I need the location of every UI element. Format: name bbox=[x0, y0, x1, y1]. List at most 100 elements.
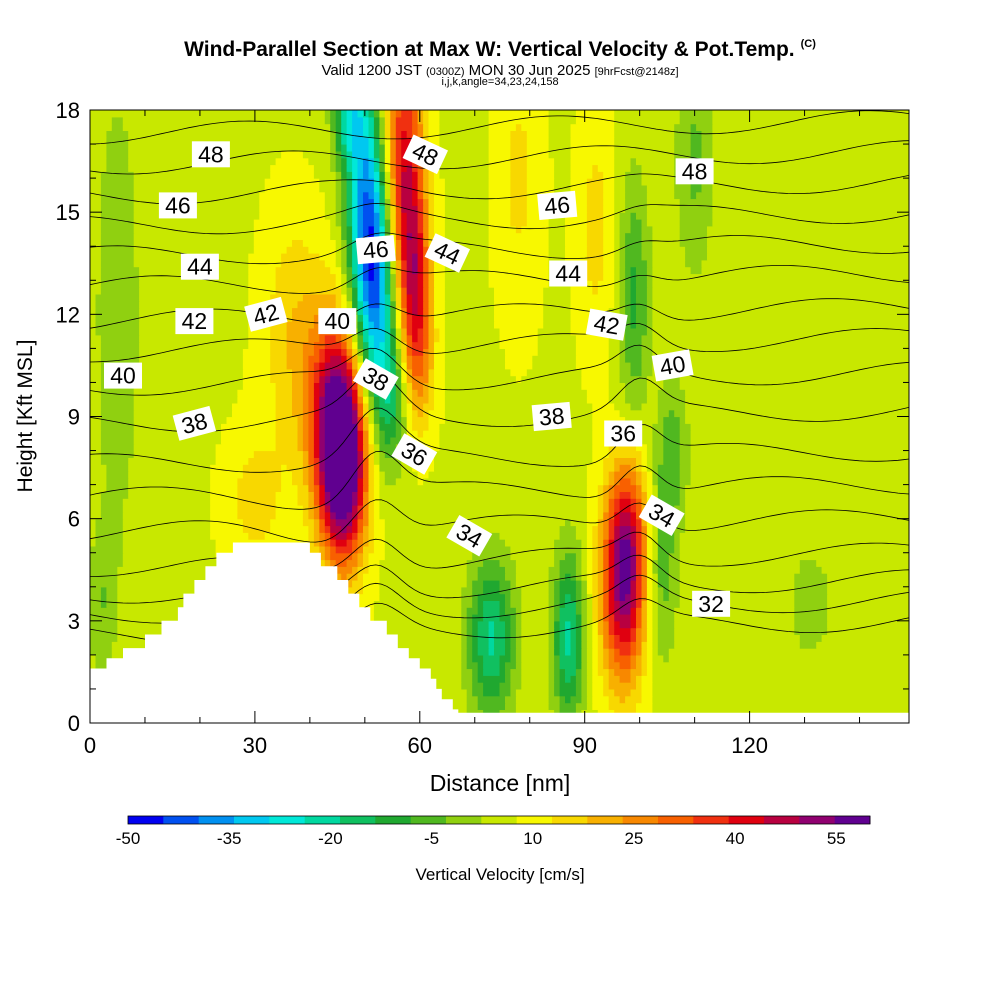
velocity-cell bbox=[614, 171, 626, 179]
velocity-cell bbox=[100, 184, 135, 193]
velocity-cell bbox=[625, 382, 648, 390]
velocity-cell bbox=[652, 443, 664, 452]
velocity-cell bbox=[646, 586, 653, 595]
velocity-cell bbox=[106, 477, 129, 486]
velocity-cell bbox=[619, 259, 626, 268]
velocity-cell bbox=[368, 355, 375, 363]
velocity-cell bbox=[302, 443, 309, 452]
velocity-cell bbox=[488, 110, 550, 118]
velocity-cell bbox=[368, 314, 380, 322]
velocity-cell bbox=[554, 641, 561, 649]
velocity-cell bbox=[319, 375, 326, 383]
velocity-cell bbox=[614, 144, 675, 152]
velocity-cell bbox=[406, 416, 413, 424]
velocity-cell bbox=[515, 688, 550, 697]
velocity-cell bbox=[652, 314, 909, 322]
velocity-cell bbox=[90, 498, 102, 506]
velocity-cell bbox=[395, 239, 402, 247]
velocity-cell bbox=[521, 600, 550, 608]
velocity-cell bbox=[614, 266, 621, 275]
velocity-cell bbox=[373, 259, 380, 268]
velocity-cell bbox=[341, 293, 348, 302]
velocity-cell bbox=[292, 307, 326, 315]
velocity-cell bbox=[477, 607, 484, 615]
velocity-cell bbox=[90, 545, 124, 554]
velocity-cell bbox=[357, 191, 364, 200]
velocity-cell bbox=[133, 219, 255, 227]
velocity-cell bbox=[357, 382, 364, 390]
velocity-cell bbox=[259, 212, 326, 220]
velocity-cell bbox=[248, 273, 277, 281]
velocity-cell bbox=[674, 614, 795, 622]
contour-label-box bbox=[604, 420, 643, 447]
velocity-cell bbox=[401, 464, 413, 472]
velocity-cell bbox=[444, 191, 490, 200]
velocity-cell bbox=[472, 688, 484, 697]
velocity-cell bbox=[586, 518, 599, 527]
velocity-cell bbox=[352, 389, 359, 397]
velocity-cell bbox=[428, 307, 435, 315]
velocity-cell bbox=[384, 341, 391, 349]
colorbar-swatch bbox=[481, 816, 518, 824]
velocity-cell bbox=[586, 471, 604, 479]
velocity-cell bbox=[657, 539, 675, 547]
velocity-cell bbox=[379, 450, 386, 458]
velocity-cell bbox=[559, 702, 577, 710]
velocity-cell bbox=[330, 157, 337, 166]
velocity-cell bbox=[444, 253, 490, 261]
velocity-cell bbox=[352, 600, 375, 608]
velocity-cell bbox=[106, 600, 118, 608]
velocity-cell bbox=[466, 566, 479, 574]
velocity-cell bbox=[379, 116, 386, 125]
contour-label: 42 bbox=[585, 308, 628, 341]
velocity-cell bbox=[428, 416, 446, 424]
velocity-cell bbox=[646, 205, 681, 213]
velocity-cell bbox=[100, 593, 107, 601]
velocity-cell bbox=[352, 266, 359, 275]
velocity-cell bbox=[352, 505, 359, 513]
velocity-cell bbox=[401, 280, 408, 288]
velocity-cell bbox=[335, 191, 342, 200]
velocity-cell bbox=[363, 110, 370, 118]
velocity-cell bbox=[379, 409, 397, 418]
velocity-cell bbox=[636, 600, 643, 608]
velocity-cell bbox=[395, 184, 402, 193]
velocity-cell bbox=[390, 314, 397, 322]
velocity-cell bbox=[335, 518, 353, 527]
velocity-cell bbox=[608, 348, 621, 356]
velocity-cell bbox=[390, 150, 397, 159]
velocity-cell bbox=[95, 539, 124, 547]
velocity-cell bbox=[379, 511, 588, 520]
velocity-cell bbox=[603, 171, 615, 179]
contour-label-box bbox=[692, 590, 731, 617]
velocity-cell bbox=[466, 580, 473, 588]
velocity-cell bbox=[603, 586, 610, 595]
contour-label: 48 bbox=[675, 158, 714, 185]
velocity-cell bbox=[592, 586, 599, 595]
velocity-cell bbox=[619, 607, 632, 615]
velocity-cell bbox=[128, 477, 211, 486]
velocity-cell bbox=[390, 307, 397, 315]
velocity-cell bbox=[646, 287, 653, 295]
velocity-cell bbox=[253, 450, 304, 458]
colorbar-swatch bbox=[693, 816, 730, 824]
velocity-cell bbox=[330, 116, 337, 125]
velocity-cell bbox=[384, 532, 484, 540]
velocity-cell bbox=[215, 443, 277, 452]
velocity-cell bbox=[444, 396, 588, 404]
velocity-cell bbox=[401, 382, 408, 390]
velocity-cell bbox=[379, 423, 397, 431]
velocity-cell bbox=[515, 634, 522, 642]
velocity-cell bbox=[319, 464, 326, 472]
velocity-cell bbox=[608, 341, 621, 349]
velocity-cell bbox=[341, 144, 348, 152]
velocity-cell bbox=[625, 307, 632, 315]
velocity-cell bbox=[423, 307, 430, 315]
velocity-cell bbox=[100, 191, 135, 200]
velocity-cell bbox=[302, 239, 337, 247]
velocity-cell bbox=[515, 607, 522, 615]
velocity-cell bbox=[237, 505, 277, 513]
velocity-cell bbox=[827, 573, 909, 581]
velocity-cell bbox=[139, 334, 249, 343]
